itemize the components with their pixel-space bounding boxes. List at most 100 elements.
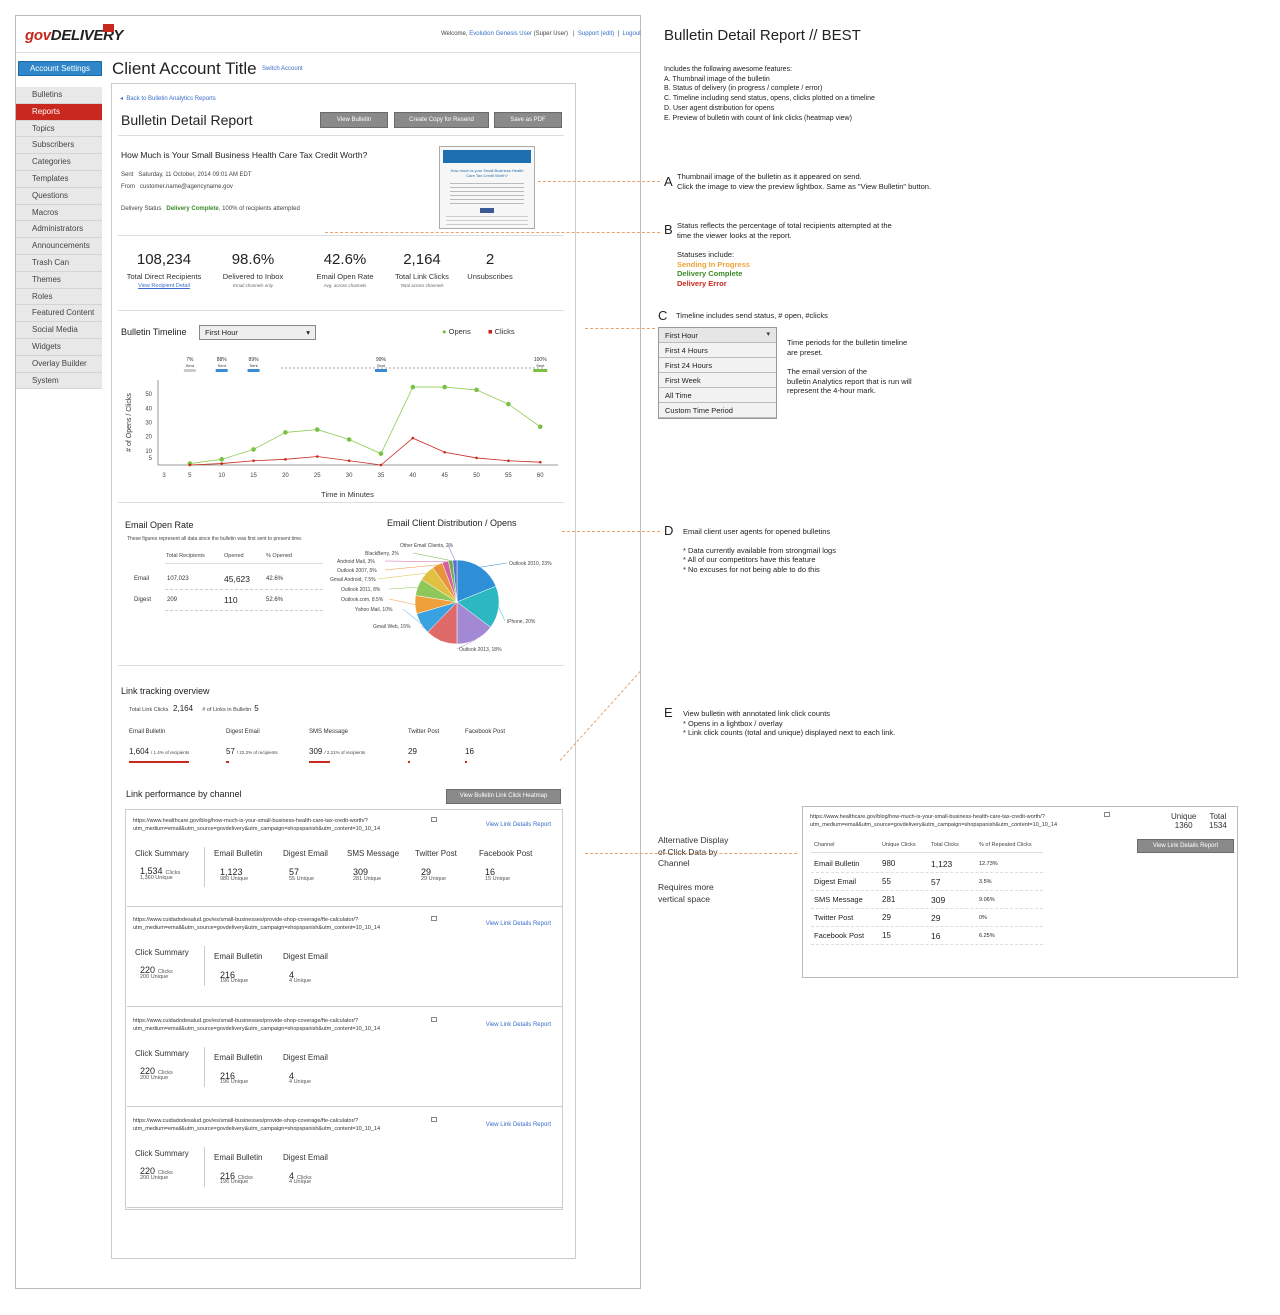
alt-link-url[interactable]: https://www.healthcare.gov/blog/how-much…: [810, 814, 1058, 828]
open-rate-title: Email Open Rate: [125, 520, 194, 530]
y-axis-label: # of Opens / Clicks: [126, 393, 133, 452]
link-url[interactable]: https://www.cuidadodesalud.gov/es/small-…: [133, 917, 381, 931]
sidebar-item-subscribers[interactable]: Subscribers: [16, 137, 102, 155]
card-channel-name: Digest Email: [283, 1153, 328, 1162]
legend-clicks: ■ Clicks: [488, 327, 515, 336]
range-option-first-week[interactable]: First Week: [659, 373, 776, 388]
page-title: Bulletin Detail Report: [121, 112, 253, 128]
sidebar-item-featured-content[interactable]: Featured Content: [16, 305, 102, 323]
switch-account-link[interactable]: Switch Account: [262, 66, 303, 72]
sidebar-item-widgets[interactable]: Widgets: [16, 338, 102, 356]
external-link-icon[interactable]: [431, 817, 437, 822]
view-link-details-link[interactable]: View Link Details Report: [485, 822, 551, 828]
data-point-clicks: [347, 459, 351, 463]
card-channel-name: Email Bulletin: [214, 952, 263, 961]
sent-word: Sent: [218, 363, 227, 368]
card-channel-value: 216: [220, 970, 236, 980]
sent-word: Sent: [186, 363, 195, 368]
pie-label: BlackBerry, 2%: [365, 551, 399, 557]
view-link-details-link[interactable]: View Link Details Report: [485, 1022, 551, 1028]
sidebar-item-bulletins[interactable]: Bulletins: [16, 87, 102, 104]
alt-table-header: Unique Clicks: [882, 842, 916, 848]
account-settings-button[interactable]: Account Settings: [18, 61, 102, 76]
stat-email-open-rate: 42.6% Email Open Rate Avg. across channels: [302, 251, 388, 288]
external-link-icon[interactable]: [431, 916, 437, 921]
sidebar-item-social-media[interactable]: Social Media: [16, 322, 102, 339]
sidebar-item-topics[interactable]: Topics: [16, 120, 102, 138]
click-summary-label: Click Summary: [135, 1149, 189, 1158]
sidebar-item-administrators[interactable]: Administrators: [16, 221, 102, 239]
chevron-down-icon: ▾: [306, 328, 310, 337]
range-option-first-4-hours[interactable]: First 4 Hours: [659, 343, 776, 358]
x-tick-label: 10: [218, 473, 225, 479]
range-option-first-24-hours[interactable]: First 24 Hours: [659, 358, 776, 373]
external-link-icon[interactable]: [1104, 812, 1110, 817]
external-link-icon[interactable]: [431, 1017, 437, 1022]
range-option-first-hour[interactable]: First Hour: [659, 328, 776, 343]
support-link[interactable]: Support (edit): [577, 31, 615, 37]
sidebar-item-overlay-builder[interactable]: Overlay Builder: [16, 355, 102, 373]
sidebar-item-reports[interactable]: Reports: [16, 103, 102, 121]
summary-unique: 200 Unique: [140, 1075, 169, 1081]
card-channel-value: 1,123: [220, 867, 243, 877]
range-option-custom-time-period[interactable]: Custom Time Period: [659, 403, 776, 418]
summary-unique: 200 Unique: [140, 974, 169, 980]
sent-pct-label: 100%: [534, 357, 547, 363]
open-rate-opened: 110: [224, 595, 238, 605]
view-bulletin-button[interactable]: View Bulletin: [320, 112, 388, 128]
sidebar-item-roles[interactable]: Roles: [16, 288, 102, 306]
view-recipient-detail-link[interactable]: View Recipient Detail: [138, 283, 190, 289]
y-tick-label: 50: [145, 392, 152, 398]
create-copy-button[interactable]: Create Copy for Resend: [394, 112, 489, 128]
pie-label: Android Mail, 3%: [337, 559, 375, 565]
heatmap-button[interactable]: View Bulletin Link Click Heatmap: [446, 789, 561, 804]
user-link[interactable]: Evolution Genesis User: [469, 31, 532, 37]
link-url[interactable]: https://www.cuidadodesalud.gov/es/small-…: [133, 1018, 381, 1032]
stat-value: 98.6%: [231, 251, 275, 268]
x-tick-label: 40: [409, 473, 416, 479]
summary-clicks: 220: [140, 1166, 156, 1176]
stat-label: Unsubscribes: [467, 272, 513, 281]
external-link-icon[interactable]: [431, 1117, 437, 1122]
back-link[interactable]: ◂ Back to Bulletin Analytics Reports: [120, 96, 216, 102]
range-option-all-time[interactable]: All Time: [659, 388, 776, 403]
sidebar-item-announcements[interactable]: Announcements: [16, 238, 102, 255]
sidebar-item-templates[interactable]: Templates: [16, 170, 102, 188]
card-channel-unique: 281 Unique: [353, 876, 382, 882]
logout-link[interactable]: Logout: [622, 31, 641, 37]
email-client-pie-chart: Outlook 2010, 23% iPhone, 20% Outlook 2013…: [330, 543, 552, 653]
channel-pct: / 2.21% of recipients: [324, 750, 366, 755]
from-row: From customer.name@agencyname.gov: [121, 184, 233, 190]
card-channel-value: 16: [485, 867, 496, 877]
view-link-details-link[interactable]: View Link Details Report: [485, 1122, 551, 1128]
sent-pct-label: 88%: [217, 357, 228, 363]
stat-label: Delivered to Inbox: [222, 272, 284, 281]
link-url[interactable]: https://www.cuidadodesalud.gov/es/small-…: [133, 1118, 381, 1132]
timeline-range-select[interactable]: First Hour ▾: [199, 325, 316, 340]
sidebar-item-trash-can[interactable]: Trash Can: [16, 254, 102, 272]
annotation-b: Status reflects the percentage of total …: [677, 221, 892, 240]
channel-bar: [129, 761, 189, 763]
card-channel-name: Email Bulletin: [214, 1053, 263, 1062]
sidebar-item-questions[interactable]: Questions: [16, 187, 102, 205]
sidebar-item-categories[interactable]: Categories: [16, 154, 102, 171]
view-link-details-link[interactable]: View Link Details Report: [485, 921, 551, 927]
sidebar-item-themes[interactable]: Themes: [16, 271, 102, 289]
channel-name: Email Bulletin: [129, 729, 166, 735]
stat-value: 108,234: [136, 251, 192, 268]
status-delivery-error: Delivery Error: [677, 278, 727, 288]
annotation-letter-b: B: [664, 222, 673, 237]
save-pdf-button[interactable]: Save as PDF: [494, 112, 562, 128]
sidebar-item-macros[interactable]: Macros: [16, 204, 102, 222]
channel-bar: [226, 761, 229, 763]
series-line-clicks: [189, 437, 541, 466]
open-rate-row-name: Digest: [134, 597, 152, 603]
sidebar-item-system[interactable]: System: [16, 372, 102, 390]
link-url[interactable]: https://www.healthcare.gov/blog/how-much…: [133, 818, 381, 832]
alt-display-note: Requires more vertical space: [658, 882, 714, 904]
stat-value: 2: [485, 251, 495, 268]
alt-view-details-button[interactable]: View Link Details Report: [1137, 839, 1234, 853]
bulletin-thumbnail[interactable]: How much is your Small Business Health C…: [439, 146, 535, 229]
pie-label: Yahoo Mail, 10%: [355, 607, 393, 613]
pie-label: Outlook 2010, 23%: [509, 561, 552, 567]
